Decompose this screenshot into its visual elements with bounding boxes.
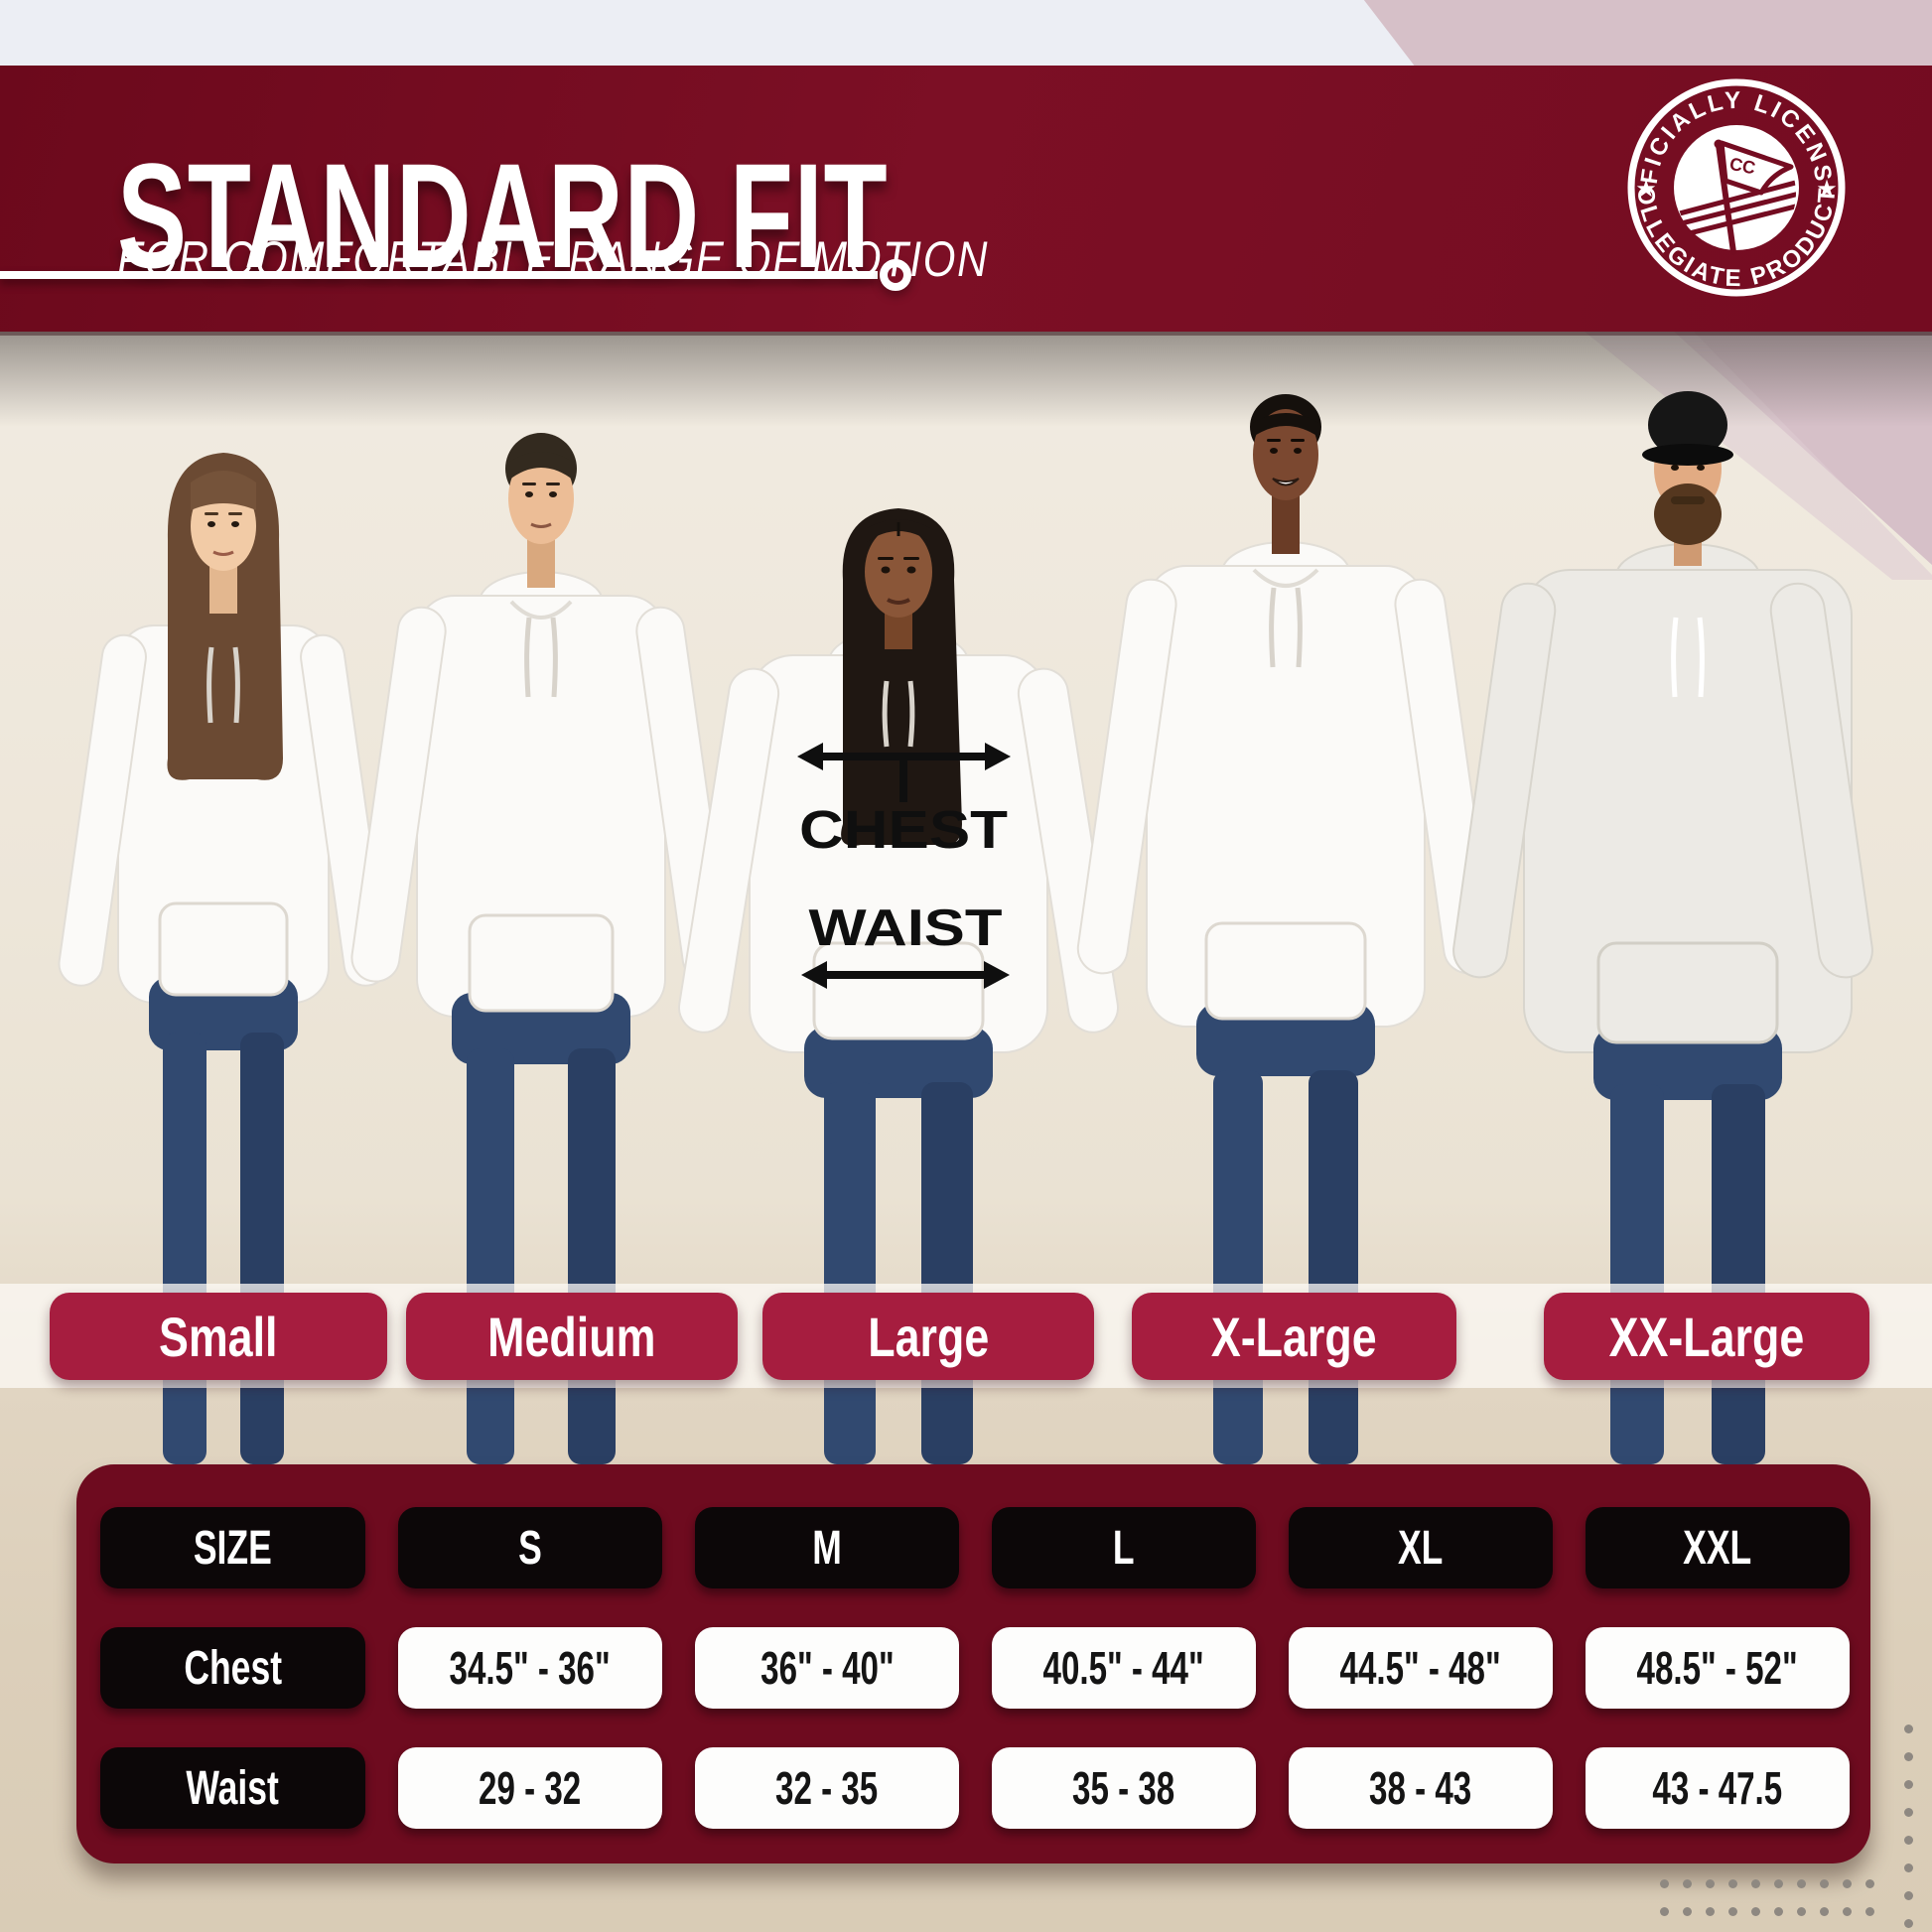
decorative-dots-column [1904,1725,1913,1928]
chest-value-s: 34.5" - 36" [398,1627,662,1709]
officially-licensed-badge: OFFICIALLY LICENSED COLLEGIATE PRODUCTS … [1626,77,1846,297]
waist-value-xxl: 43 - 47.5 [1586,1747,1850,1829]
column-header-l: L [992,1507,1256,1588]
waist-value-s: 29 - 32 [398,1747,662,1829]
size-label-band: Small Medium Large X-Large XX-Large [0,1284,1932,1388]
row-label-waist: Waist [100,1747,365,1829]
waist-value-m: 32 - 35 [695,1747,959,1829]
size-chart-panel: SIZE S M L XL XXL Chest 34.5" - 36" 36" … [76,1464,1870,1863]
waist-measurement-annotation: WAIST [801,899,1010,989]
size-chip-small: Small [50,1293,387,1380]
pennant-flag-icon: CC [1677,139,1796,255]
chest-value-xl: 44.5" - 48" [1289,1627,1553,1709]
model-small [58,453,389,1464]
badge-flag-initials: CC [1727,154,1756,179]
page-subtitle: FOR COMFORTABLE RANGE OF MOTION [117,231,990,287]
model-xxlarge [1452,391,1873,1464]
size-chip-xxlarge: XX-Large [1544,1293,1869,1380]
column-header-s: S [398,1507,662,1588]
header-banner: STANDARD FIT FOR COMFORTABLE RANGE OF MO… [0,66,1932,332]
column-header-m: M [695,1507,959,1588]
models-illustration: CHEST WAIST [58,391,1873,1464]
chest-value-xxl: 48.5" - 52" [1586,1627,1850,1709]
background-top-pink-accent [1363,0,1932,66]
decorative-dots-grid [1660,1879,1874,1916]
size-chip-large: Large [762,1293,1094,1380]
size-chip-medium: Medium [406,1293,738,1380]
chest-value-l: 40.5" - 44" [992,1627,1256,1709]
row-label-chest: Chest [100,1627,365,1709]
waist-value-xl: 38 - 43 [1289,1747,1553,1829]
page-title: STANDARD FIT [117,132,889,299]
badge-star-left-icon: ★ [1635,176,1657,203]
size-chip-xlarge: X-Large [1132,1293,1456,1380]
badge-star-right-icon: ★ [1816,176,1838,203]
title-underline-ring [880,259,911,291]
column-header-xl: XL [1289,1507,1553,1588]
chest-label: CHEST [799,800,1008,860]
column-header-size: SIZE [100,1507,365,1588]
badge-outer-ring [1627,78,1846,297]
waist-value-l: 35 - 38 [992,1747,1256,1829]
waist-label: WAIST [809,899,1003,957]
column-header-xxl: XXL [1586,1507,1850,1588]
chest-measurement-annotation: CHEST [797,743,1011,860]
banner-drop-shadow [0,332,1932,427]
chest-value-m: 36" - 40" [695,1627,959,1709]
model-medium [350,433,732,1464]
title-underline [0,271,878,279]
